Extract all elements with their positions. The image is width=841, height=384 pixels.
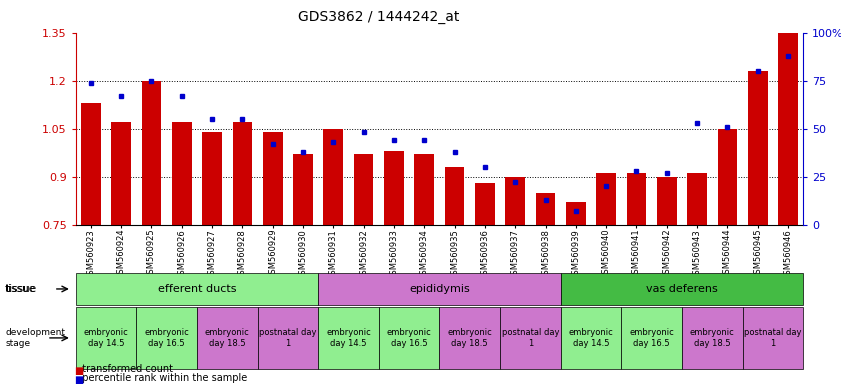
Bar — [627, 174, 646, 225]
Text: transformed count: transformed count — [76, 364, 172, 374]
Bar — [384, 151, 404, 225]
Text: embryonic
day 16.5: embryonic day 16.5 — [629, 328, 674, 348]
Bar — [415, 154, 434, 225]
Text: embryonic
day 14.5: embryonic day 14.5 — [326, 328, 371, 348]
Bar — [233, 122, 252, 225]
Bar — [778, 33, 798, 225]
Text: GDS3862 / 1444242_at: GDS3862 / 1444242_at — [298, 10, 459, 23]
Text: postnatal day
1: postnatal day 1 — [259, 328, 316, 348]
Text: embryonic
day 14.5: embryonic day 14.5 — [569, 328, 613, 348]
Text: ■: ■ — [74, 375, 83, 384]
Bar — [141, 81, 161, 225]
Bar — [202, 132, 222, 225]
Bar — [505, 177, 525, 225]
Text: epididymis: epididymis — [409, 284, 470, 294]
Bar — [536, 193, 555, 225]
Bar — [687, 174, 707, 225]
Bar — [748, 71, 768, 225]
Text: tissue: tissue — [4, 284, 35, 294]
Text: embryonic
day 14.5: embryonic day 14.5 — [83, 328, 129, 348]
Bar — [294, 154, 313, 225]
Text: embryonic
day 18.5: embryonic day 18.5 — [690, 328, 734, 348]
Bar — [445, 167, 464, 225]
Text: ■: ■ — [74, 366, 83, 376]
Bar — [111, 122, 131, 225]
Text: percentile rank within the sample: percentile rank within the sample — [76, 373, 247, 383]
Text: embryonic
day 18.5: embryonic day 18.5 — [447, 328, 492, 348]
Text: tissue: tissue — [6, 284, 37, 294]
Text: vas deferens: vas deferens — [646, 284, 717, 294]
Bar — [566, 202, 585, 225]
Bar — [475, 183, 495, 225]
Text: postnatal day
1: postnatal day 1 — [744, 328, 801, 348]
Bar — [263, 132, 283, 225]
Text: embryonic
day 16.5: embryonic day 16.5 — [387, 328, 431, 348]
Text: postnatal day
1: postnatal day 1 — [501, 328, 559, 348]
Bar — [354, 154, 373, 225]
Text: efferent ducts: efferent ducts — [157, 284, 236, 294]
Bar — [657, 177, 677, 225]
Text: embryonic
day 18.5: embryonic day 18.5 — [205, 328, 250, 348]
Bar — [324, 129, 343, 225]
Bar — [717, 129, 738, 225]
Bar — [81, 103, 101, 225]
Text: embryonic
day 16.5: embryonic day 16.5 — [145, 328, 189, 348]
Bar — [172, 122, 192, 225]
Text: development
stage: development stage — [6, 328, 66, 348]
Bar — [596, 174, 616, 225]
